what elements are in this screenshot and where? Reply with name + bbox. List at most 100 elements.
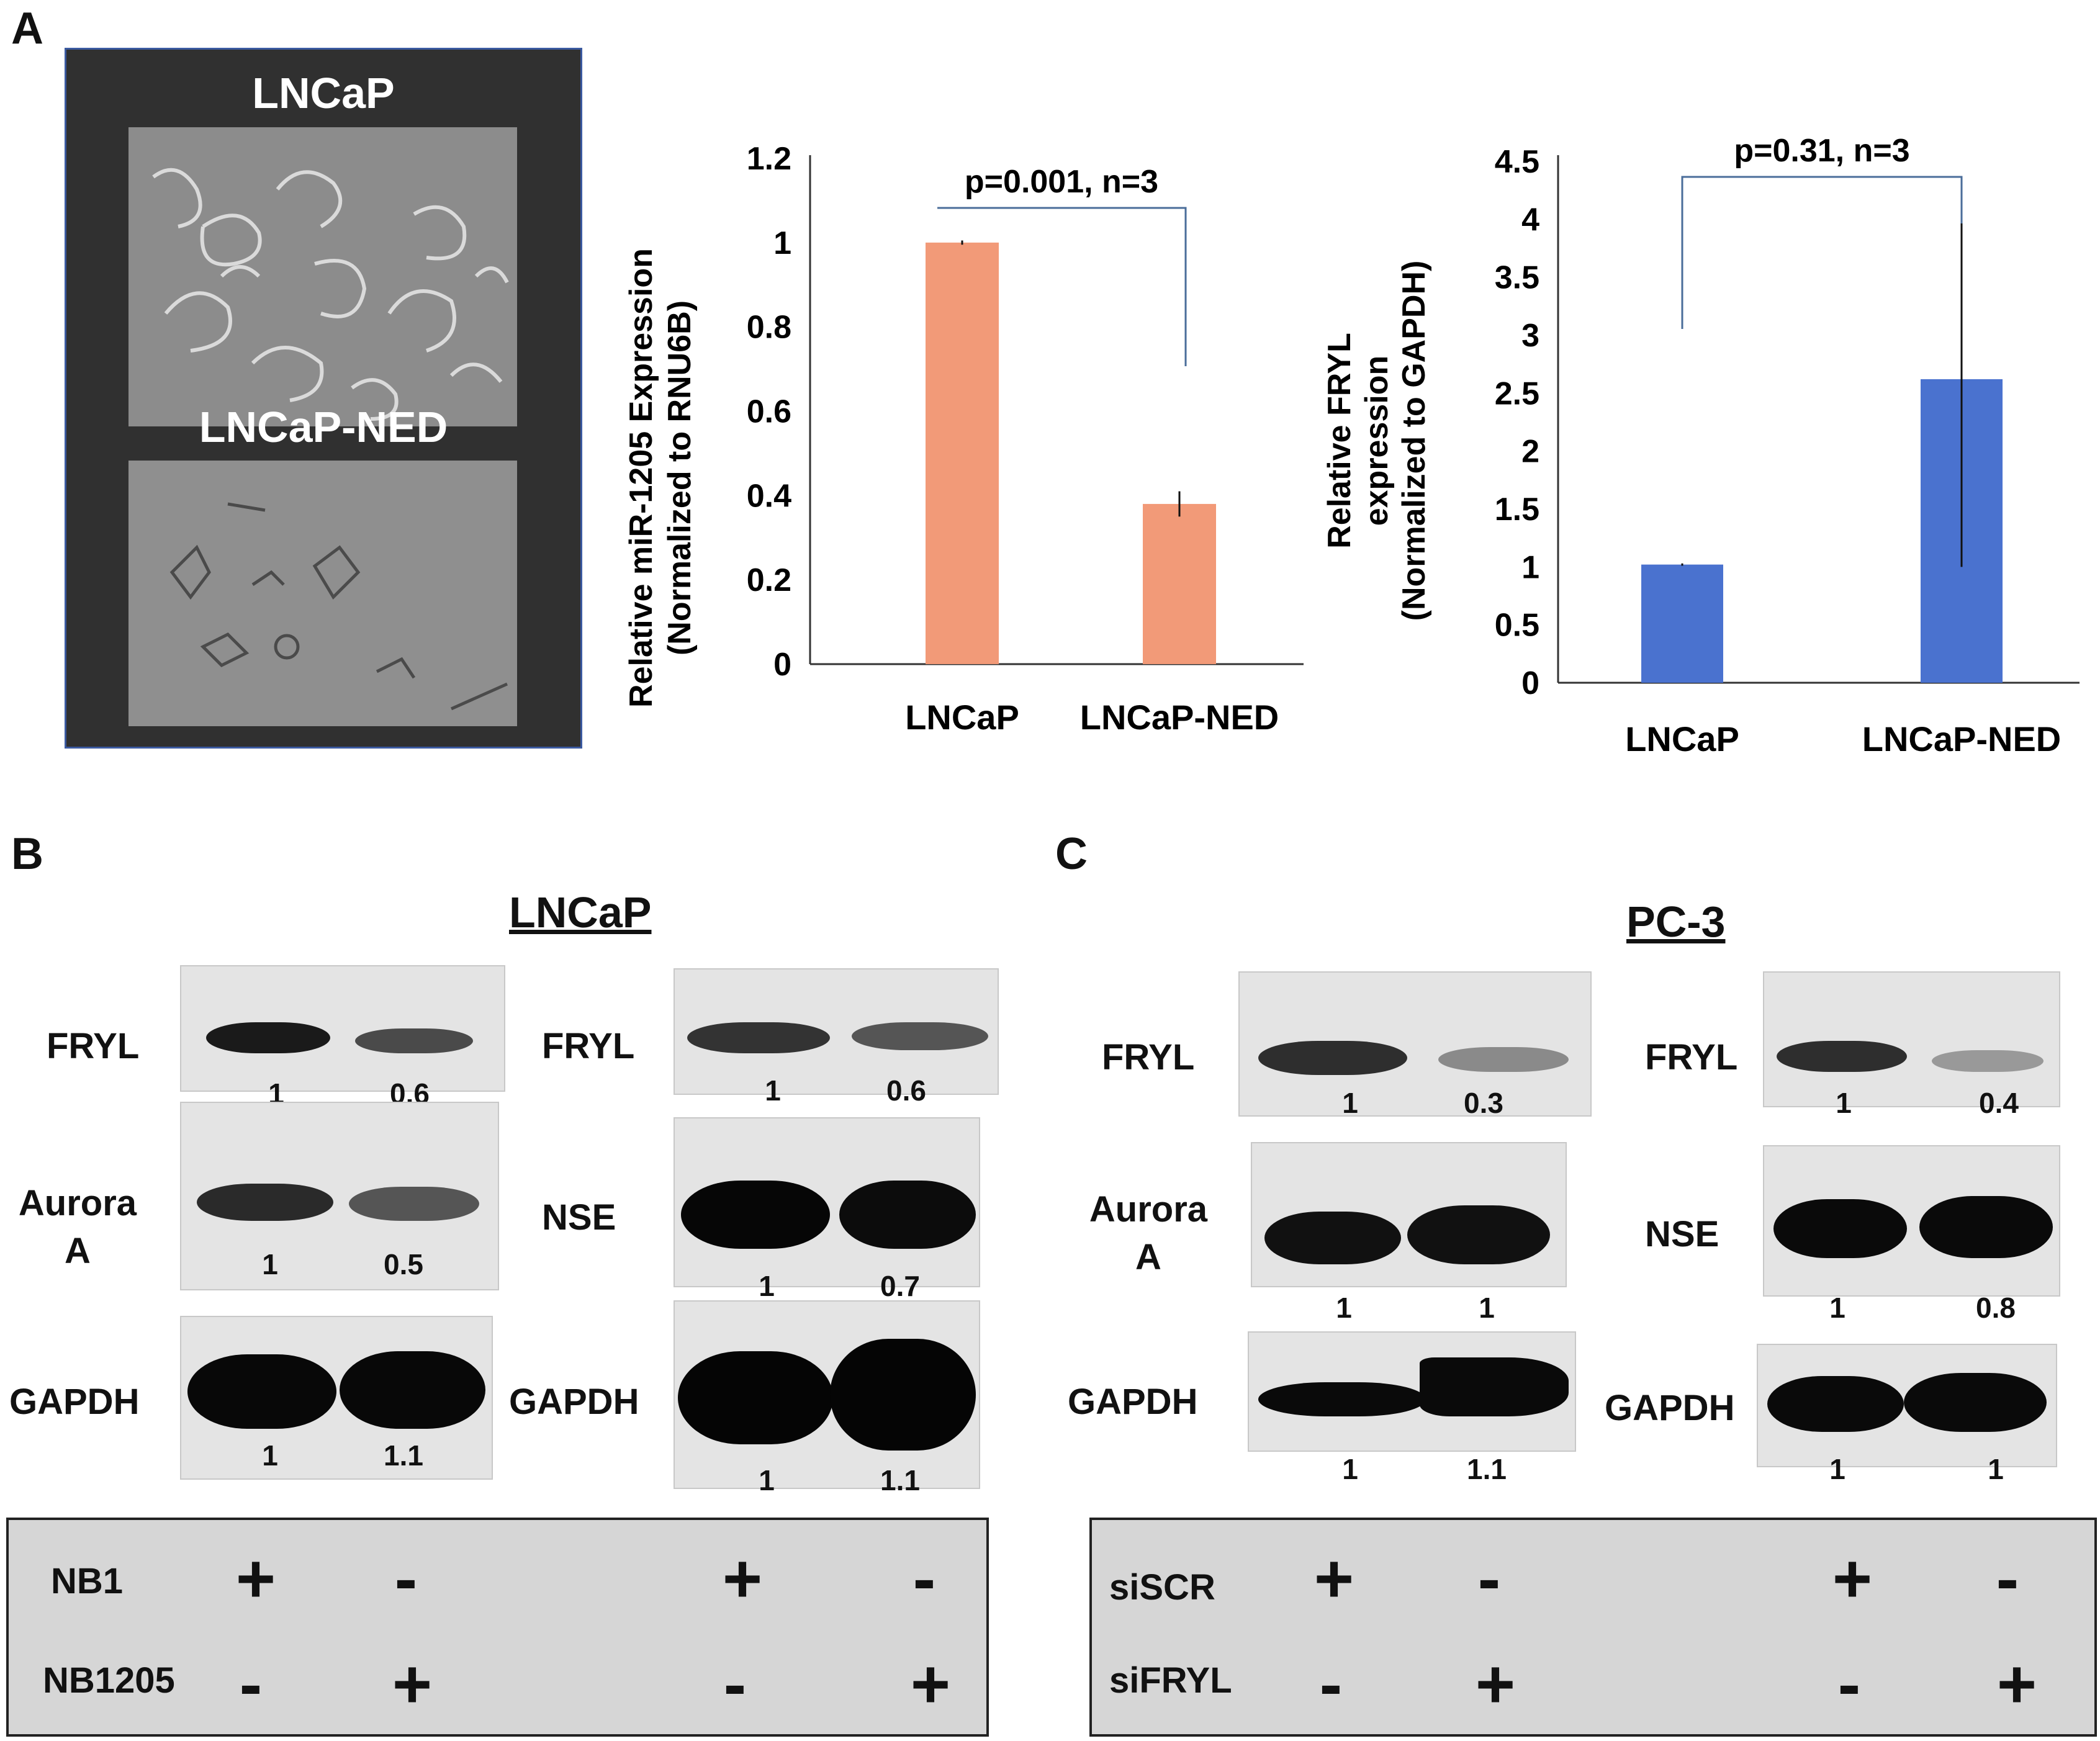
c2-ytick-3: 1.5 xyxy=(1495,492,1539,528)
c2-category-0: LNCaP xyxy=(1625,719,1739,758)
chart2-significance-bracket xyxy=(1681,176,1963,329)
cell-cluster-graphic xyxy=(128,127,517,426)
chart2-annotation: p=0.31, n=3 xyxy=(1734,133,1909,169)
b-right-nse-quant-2: 0.7 xyxy=(880,1270,920,1302)
b-left-gapdh-label: GAPDH xyxy=(9,1382,140,1422)
b-left-gapdh-blot xyxy=(180,1316,493,1480)
c-row1-sign-2: - xyxy=(1477,1541,1501,1617)
micrograph-panel: LNCaP LNCaP-NED xyxy=(65,48,582,749)
panel-letter-a: A xyxy=(11,4,43,53)
panel-letter-b: B xyxy=(11,829,43,879)
c-left-aurora-label: Aurora A xyxy=(1074,1189,1223,1278)
b-right-fryl-label: FRYL xyxy=(542,1026,635,1066)
micrograph-title-lncap-ned: LNCaP-NED xyxy=(199,403,448,451)
c2-ytick-2: 1 xyxy=(1521,549,1539,585)
mir1205-chart: Relative miR-1205 Expression (Normalized… xyxy=(623,141,1304,737)
c-row1-sign-1: + xyxy=(1314,1541,1354,1617)
c1-ytick-3: 0.6 xyxy=(747,394,791,430)
c1-bar-0 xyxy=(926,242,999,664)
c-left-gapdh-quant-2: 1.1 xyxy=(1467,1453,1507,1485)
c2-ytick-8: 4 xyxy=(1521,202,1539,238)
c-row2-label: siFRYL xyxy=(1109,1660,1232,1701)
chart1-annotation: p=0.001, n=3 xyxy=(965,164,1158,200)
c2-ytick-4: 2 xyxy=(1521,434,1539,470)
b-left-aurora-label: Aurora A xyxy=(12,1182,143,1272)
c1-ytick-6: 1.2 xyxy=(747,141,791,177)
b-left-gapdh-quant-2: 1.1 xyxy=(384,1439,423,1472)
b-left-aurora-quant-2: 0.5 xyxy=(384,1248,423,1280)
b-right-gapdh-label: GAPDH xyxy=(509,1382,639,1422)
micrograph-title-lncap: LNCaP xyxy=(252,69,395,117)
chart1-significance-bracket xyxy=(937,207,1187,366)
c-row2-sign-2: + xyxy=(1475,1646,1516,1722)
c-row2-sign-1: - xyxy=(1319,1646,1343,1722)
b-row1-sign-3: + xyxy=(722,1541,763,1617)
b-row2-sign-2: + xyxy=(392,1646,433,1722)
b-row1-sign-2: - xyxy=(394,1541,418,1617)
c1-ytick-5: 1 xyxy=(773,225,791,261)
c-left-fryl-quant-1: 1 xyxy=(1342,1087,1358,1119)
c-right-fryl-quant-2: 0.4 xyxy=(1979,1087,2019,1119)
b-left-aurora-label-1: Aurora xyxy=(18,1183,137,1223)
c-right-nse-quant-1: 1 xyxy=(1829,1292,1845,1324)
c-right-fryl-quant-1: 1 xyxy=(1836,1087,1852,1119)
b-row2-sign-1: - xyxy=(239,1646,263,1722)
c-left-fryl-blot xyxy=(1238,971,1592,1117)
b-left-fryl-label: FRYL xyxy=(47,1026,140,1066)
c2-ytick-7: 3.5 xyxy=(1495,260,1539,296)
c-row1-label: siSCR xyxy=(1109,1567,1215,1608)
b-row2-label: NB1205 xyxy=(43,1660,175,1701)
c1-category-1: LNCaP-NED xyxy=(1080,698,1279,737)
b-row2-sign-4: + xyxy=(910,1646,951,1722)
c-left-gapdh-label: GAPDH xyxy=(1068,1382,1198,1422)
b-right-nse-label: NSE xyxy=(542,1197,616,1238)
c-left-fryl-quant-2: 0.3 xyxy=(1464,1087,1503,1119)
c-left-aurora-quant-2: 1 xyxy=(1479,1292,1495,1324)
c-left-aurora-label-2: A xyxy=(1135,1237,1161,1277)
c2-bar-0 xyxy=(1641,564,1723,683)
b-row1-label: NB1 xyxy=(51,1561,124,1601)
c-right-nse-label: NSE xyxy=(1645,1214,1719,1254)
c-left-gapdh-quant-1: 1 xyxy=(1342,1453,1358,1485)
b-left-aurora-blot xyxy=(180,1102,499,1290)
b-treatment-table: NB1 NB1205 + - + - - + - + xyxy=(6,1518,989,1737)
c2-ytick-1: 0.5 xyxy=(1495,608,1539,644)
c-left-aurora-label-1: Aurora xyxy=(1089,1189,1208,1230)
b-left-fryl-blot xyxy=(180,965,505,1092)
chart1-ylabel-line2: (Normalized to RNU6B) xyxy=(662,300,698,655)
chart2-ylabel-line3: (Normalized to GAPDH) xyxy=(1396,261,1432,621)
b-right-nse-quant-1: 1 xyxy=(759,1270,775,1302)
c-row2-sign-3: - xyxy=(1837,1646,1861,1722)
c1-category-0: LNCaP xyxy=(905,698,1019,737)
c2-ytick-6: 3 xyxy=(1521,318,1539,354)
c-right-gapdh-label: GAPDH xyxy=(1605,1388,1735,1428)
b-right-gapdh-quant-2: 1.1 xyxy=(880,1464,920,1496)
c-right-gapdh-blot xyxy=(1757,1344,2057,1467)
b-row2-sign-3: - xyxy=(723,1646,747,1722)
b-right-gapdh-quant-1: 1 xyxy=(759,1464,775,1496)
b-row1-sign-4: - xyxy=(913,1541,936,1617)
micrograph-lncap-image xyxy=(128,127,517,426)
c-right-nse-blot xyxy=(1763,1145,2060,1297)
c1-bar-1 xyxy=(1143,503,1216,664)
panel-letter-c: C xyxy=(1055,829,1088,879)
c2-category-1: LNCaP-NED xyxy=(1862,719,2061,758)
c2-ytick-9: 4.5 xyxy=(1495,144,1539,180)
c-left-aurora-blot xyxy=(1251,1142,1567,1287)
chart2-ylabel-line2: expression xyxy=(1359,356,1395,526)
c1-ytick-1: 0.2 xyxy=(747,562,791,598)
sparse-cell-graphic xyxy=(128,461,517,726)
c-row1-sign-3: + xyxy=(1832,1541,1873,1617)
b-right-fryl-blot xyxy=(674,968,999,1095)
micrograph-lncap-ned-image xyxy=(128,461,517,726)
b-row1-sign-1: + xyxy=(235,1541,276,1617)
b-right-fryl-quant-1: 1 xyxy=(765,1074,781,1107)
b-left-gapdh-quant-1: 1 xyxy=(262,1439,278,1472)
c-row2-sign-4: + xyxy=(1996,1646,2037,1722)
b-left-aurora-quant-1: 1 xyxy=(262,1248,278,1280)
c-row1-sign-4: - xyxy=(1996,1541,2019,1617)
c-right-fryl-blot xyxy=(1763,971,2060,1107)
c1-ytick-0: 0 xyxy=(773,647,791,683)
fryl-chart: Relative FRYL expression (Normalized to … xyxy=(1322,133,2080,758)
b-left-aurora-label-2: A xyxy=(65,1231,91,1271)
